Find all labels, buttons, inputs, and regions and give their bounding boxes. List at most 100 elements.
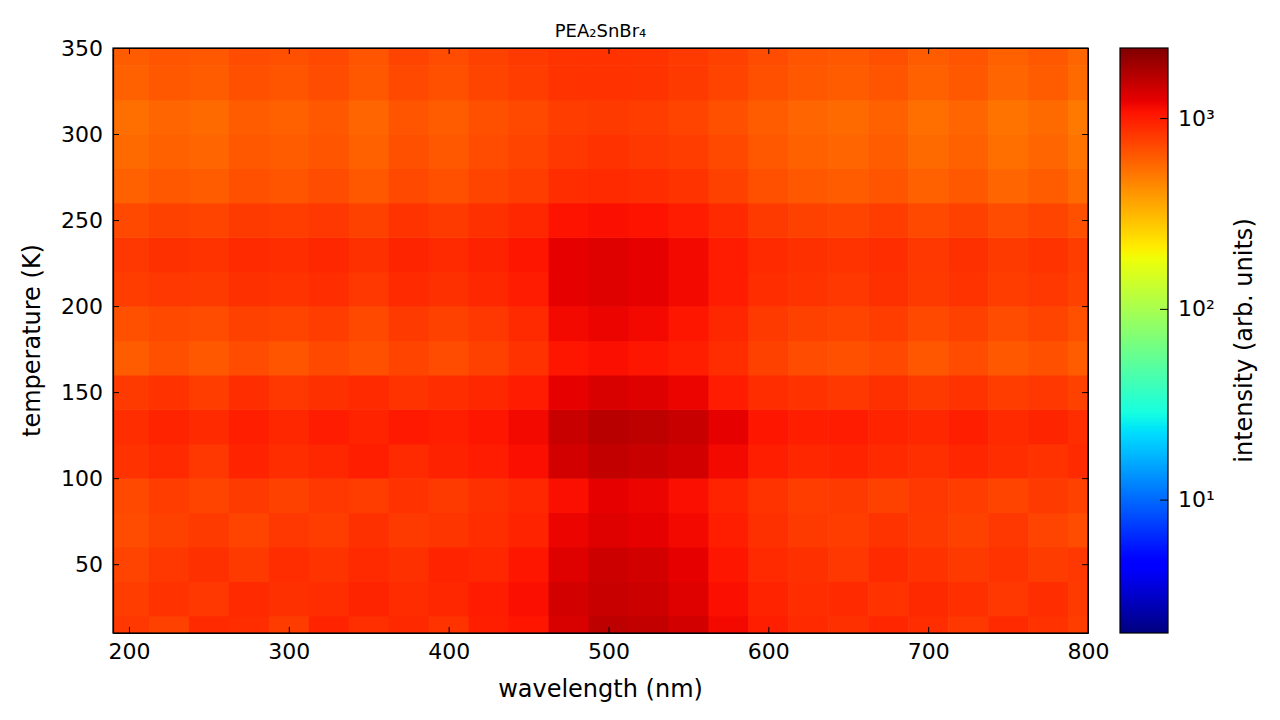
cell: [788, 478, 829, 513]
cell: [469, 478, 510, 513]
cell: [908, 616, 949, 633]
cell: [149, 375, 190, 410]
cell: [908, 134, 949, 169]
cell: [868, 306, 909, 341]
cell: [1068, 65, 1088, 100]
cell: [908, 478, 949, 513]
cell: [229, 48, 270, 66]
cell: [1068, 478, 1088, 513]
cell: [708, 478, 749, 513]
cell: [589, 272, 630, 307]
cell: [1028, 409, 1069, 444]
axis: 50100150200250300350: [61, 36, 119, 634]
cell: [189, 65, 230, 100]
cell: [349, 409, 390, 444]
tick: 600: [748, 627, 790, 664]
cell: [708, 306, 749, 341]
cell: [429, 409, 470, 444]
cell: [908, 375, 949, 410]
cell: [469, 581, 510, 616]
cell: [1068, 513, 1088, 548]
cell: [1028, 547, 1069, 582]
cell: [788, 616, 829, 633]
cell: [1028, 444, 1069, 479]
tick-mark: [1082, 48, 1088, 49]
cell: [948, 341, 989, 376]
cell: [349, 237, 390, 272]
cell: [1028, 513, 1069, 548]
tick: [1082, 48, 1088, 49]
cell: [549, 306, 590, 341]
cell: [309, 48, 350, 66]
cell: [748, 65, 789, 100]
tick-mark: [289, 627, 290, 633]
cell: [549, 616, 590, 633]
cell: [628, 409, 669, 444]
cell: [908, 168, 949, 203]
cell: [349, 375, 390, 410]
cell: [708, 341, 749, 376]
cell: [948, 581, 989, 616]
cell: [389, 272, 430, 307]
cell: [868, 100, 909, 135]
cell: [1068, 547, 1088, 582]
cell: [349, 478, 390, 513]
cell: [509, 100, 550, 135]
cell: [429, 168, 470, 203]
cell: [788, 444, 829, 479]
cell: [429, 237, 470, 272]
cell: [748, 237, 789, 272]
cell: [429, 375, 470, 410]
cell: [988, 444, 1029, 479]
tick: [608, 48, 609, 54]
tick-label: 10³: [1178, 106, 1215, 131]
cell: [908, 203, 949, 238]
cell: [589, 134, 630, 169]
cell: [1068, 444, 1088, 479]
cell: [149, 513, 190, 548]
cell: [269, 203, 310, 238]
cell: [229, 203, 270, 238]
cell: [229, 581, 270, 616]
cell: [229, 100, 270, 135]
cell: [509, 409, 550, 444]
cell: [828, 48, 869, 66]
tick-mark: [113, 306, 119, 307]
y-axis-title: temperature (K): [18, 244, 46, 437]
cell: [748, 409, 789, 444]
cell: [229, 134, 270, 169]
cell: [589, 341, 630, 376]
cell: [748, 272, 789, 307]
cell: [389, 203, 430, 238]
cell: [349, 444, 390, 479]
cell: [469, 444, 510, 479]
cell: [948, 375, 989, 410]
cell: [908, 65, 949, 100]
cell: [1068, 306, 1088, 341]
tick: 10³: [1160, 106, 1215, 131]
cell: [1068, 203, 1088, 238]
tick-label: 10²: [1178, 296, 1215, 321]
cell: [868, 478, 909, 513]
cell: [988, 409, 1029, 444]
cell: [309, 581, 350, 616]
tick: 10¹: [1160, 487, 1215, 512]
cell: [149, 48, 190, 66]
cell: [389, 478, 430, 513]
cell: [788, 513, 829, 548]
cell: [549, 375, 590, 410]
cell: [828, 100, 869, 135]
tick-mark: [1082, 134, 1088, 135]
cell: [309, 547, 350, 582]
cell: [748, 48, 789, 66]
cell: [349, 547, 390, 582]
cell: [549, 547, 590, 582]
cell: [309, 203, 350, 238]
cell: [229, 272, 270, 307]
cell: [229, 65, 270, 100]
cell: [708, 513, 749, 548]
cell: [748, 168, 789, 203]
cell: [1068, 341, 1088, 376]
tick: [1082, 134, 1088, 135]
cell: [948, 237, 989, 272]
